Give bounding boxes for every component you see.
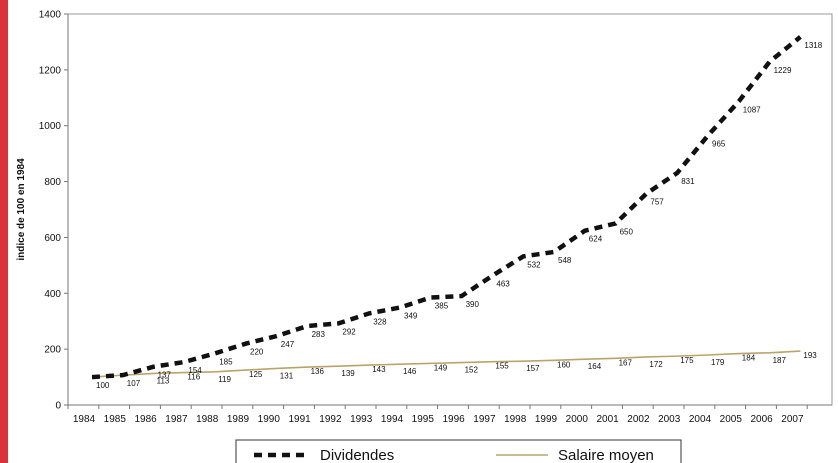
data-label-salaire: 146 [403,367,417,376]
data-label-salaire: 164 [588,362,602,371]
legend-label-dividendes: Dividendes [320,447,394,463]
series-line-dividendes [91,35,802,380]
data-label-dividendes: 532 [527,260,541,269]
x-tick-label: 1989 [227,414,250,425]
x-tick-label: 1987 [165,414,188,425]
data-label-dividendes: 137 [158,371,172,380]
data-label-dividendes: 390 [466,300,480,309]
x-tick-label: 1995 [412,414,435,425]
data-label-salaire: 157 [526,364,540,373]
legend-box [235,439,682,463]
data-label-dividendes: 1318 [804,41,822,50]
x-tick-label: 1991 [288,414,311,425]
x-tick-label: 2001 [596,414,619,425]
data-label-salaire: 113 [157,376,170,385]
plot-area-border [67,13,833,406]
data-label-salaire: 119 [218,375,231,384]
y-tick-label: 0 [55,401,61,412]
x-tick-label: 1993 [350,414,373,425]
y-tick-label: 600 [44,233,61,244]
data-label-salaire: 143 [372,365,386,374]
x-tick-label: 2006 [750,414,773,425]
x-tick-label: 1988 [196,414,219,425]
x-tick-label: 2002 [627,414,650,425]
data-label-dividendes: 107 [127,379,141,388]
x-tick-label: 1986 [134,414,157,425]
data-label-dividendes: 220 [250,348,264,357]
data-label-salaire: 116 [187,373,200,382]
data-label-salaire: 172 [649,360,663,369]
series-line-salaire-moyen [91,350,801,378]
x-tick-label: 2000 [566,414,589,425]
y-tick-label: 200 [44,345,61,356]
data-label-salaire: 167 [619,358,633,367]
data-label-dividendes: 247 [281,340,295,349]
data-label-dividendes: 1229 [774,66,792,75]
y-tick-label: 400 [44,289,61,300]
data-label-dividendes: 1087 [743,105,761,114]
data-label-salaire: 125 [249,370,263,379]
data-label-dividendes: 154 [188,366,202,375]
data-label-dividendes: 965 [712,139,726,148]
x-tick-label: 1992 [319,414,342,425]
y-tick-label: 1200 [39,65,62,76]
data-label-salaire: 179 [711,358,725,367]
data-label-dividendes: 185 [219,357,233,366]
x-tick-label: 2007 [781,414,804,425]
y-tick-label: 1000 [39,121,62,132]
legend-label-salaire-moyen: Salaire moyen [558,447,654,463]
data-label-dividendes: 328 [373,317,387,326]
data-label-dividendes: 624 [589,235,603,244]
y-tick-label: 1400 [39,10,62,21]
x-tick-label: 2004 [689,414,712,425]
data-label-salaire: 175 [680,356,694,365]
data-label-salaire: 160 [557,360,571,369]
x-tick-label: 2005 [720,414,743,425]
data-label-salaire: 155 [495,362,509,371]
x-tick-label: 1996 [442,414,465,425]
data-label-dividendes: 283 [312,330,326,339]
data-label-dividendes: 831 [681,177,695,186]
y-tick-label: 800 [44,177,61,188]
data-label-dividendes: 349 [404,312,418,321]
x-tick-label: 1990 [258,414,281,425]
data-label-salaire: 193 [803,351,817,360]
x-tick-label: 1994 [381,414,404,425]
data-label-salaire: 136 [311,367,325,376]
x-tick-label: 1999 [535,414,558,425]
data-label-salaire: 139 [341,369,355,378]
data-label-salaire: 184 [742,354,756,363]
y-axis-title: indice de 100 en 1984 [16,158,27,261]
left-accent-bar [0,0,8,463]
data-label-dividendes: 292 [342,327,356,336]
data-label-dividendes: 385 [435,301,449,310]
x-tick-label: 1984 [73,414,96,425]
data-label-salaire: 152 [465,366,479,375]
data-label-dividendes: 650 [620,227,634,236]
data-label-dividendes: 100 [96,381,110,390]
data-label-dividendes: 757 [650,198,664,207]
x-tick-label: 2003 [658,414,681,425]
x-tick-label: 1985 [104,414,127,425]
x-tick-label: 1997 [473,414,496,425]
data-label-salaire: 187 [773,356,787,365]
data-label-dividendes: 463 [496,280,510,289]
data-label-salaire: 149 [434,363,448,372]
x-tick-label: 1998 [504,414,527,425]
data-label-salaire: 131 [280,371,294,380]
data-label-dividendes: 548 [558,256,572,265]
